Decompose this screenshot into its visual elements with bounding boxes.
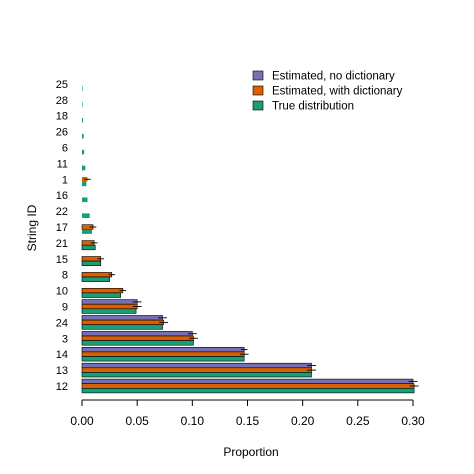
legend-label: True distribution <box>272 101 354 113</box>
bars-layer <box>81 86 415 394</box>
y-tick-label: 12 <box>56 381 68 393</box>
bar-true-distribution-id-16 <box>82 197 88 203</box>
x-tick-label: 0.05 <box>125 414 149 428</box>
x-tick-label: 0.15 <box>236 414 260 428</box>
y-tick-label: 14 <box>56 349 68 361</box>
bar-true-distribution-id-13 <box>81 372 312 378</box>
y-tick-label: 10 <box>56 286 68 298</box>
bar-true-distribution-id-22 <box>82 213 90 218</box>
bar-true-distribution-id-18 <box>82 118 84 123</box>
bar-true-distribution-id-21 <box>81 244 96 251</box>
x-tick-label: 0.20 <box>291 414 315 428</box>
y-axis-label: String ID <box>25 204 39 251</box>
bar-estimated-no-dictionary-id-13 <box>81 362 312 369</box>
bar-true-distribution-id-26 <box>82 133 84 139</box>
bar-estimated-with-dictionary-id-3 <box>81 335 194 341</box>
bar-estimated-with-dictionary-id-14 <box>81 351 245 357</box>
bar-estimated-with-dictionary-id-13 <box>81 367 312 373</box>
bar-estimated-with-dictionary-id-24 <box>81 319 164 326</box>
y-tick-label: 16 <box>56 190 68 202</box>
bar-true-distribution-id-8 <box>81 276 110 282</box>
bar-true-distribution-id-11 <box>82 165 86 171</box>
y-tick-label: 3 <box>62 333 68 345</box>
bar-estimated-with-dictionary-id-12 <box>81 383 415 389</box>
legend-swatch <box>252 85 264 96</box>
bar-true-distribution-id-9 <box>81 308 137 314</box>
bar-estimated-with-dictionary-id-8 <box>81 272 113 278</box>
y-tick-label: 18 <box>56 111 68 123</box>
bar-estimated-no-dictionary-id-24 <box>81 315 163 321</box>
x-tick-label: 0.30 <box>401 414 425 428</box>
bar-estimated-with-dictionary-id-10 <box>81 287 124 294</box>
y-tick-label: 24 <box>56 317 68 329</box>
legend-swatch <box>252 70 264 81</box>
x-axis: 0.00 0.05 0.10 0.15 0.20 0.25 0.30 <box>70 399 425 428</box>
bar-estimated-no-dictionary-id-12 <box>81 378 414 385</box>
x-tick-label: 0.25 <box>346 414 370 428</box>
bar-true-distribution-id-1 <box>82 181 87 187</box>
y-tick-label: 28 <box>56 95 68 107</box>
y-tick-label: 25 <box>56 79 68 91</box>
bar-estimated-no-dictionary-id-14 <box>81 346 245 353</box>
bar-estimated-with-dictionary-id-9 <box>81 303 138 310</box>
bar-estimated-no-dictionary-id-9 <box>81 299 138 305</box>
y-tick-label: 22 <box>56 206 68 218</box>
y-tick-label: 13 <box>56 365 68 377</box>
x-tick-label: 0.10 <box>181 414 205 428</box>
bar-true-distribution-id-15 <box>81 260 102 267</box>
error-bars-layer <box>84 178 419 387</box>
bar-true-distribution-id-14 <box>81 356 245 362</box>
x-axis-label: Proportion <box>223 445 278 459</box>
bar-true-distribution-id-12 <box>81 387 415 394</box>
legend: Estimated, no dictionary Estimated, with … <box>252 70 403 113</box>
legend-swatch <box>252 100 264 111</box>
y-tick-label: 11 <box>57 158 68 170</box>
bar-true-distribution-id-10 <box>81 292 121 298</box>
bar-estimated-no-dictionary-id-3 <box>81 331 193 337</box>
y-tick-label: 26 <box>56 127 68 139</box>
y-tick-label: 15 <box>56 254 68 266</box>
y-tick-label: 21 <box>56 238 68 250</box>
bar-true-distribution-id-17 <box>82 229 92 234</box>
y-tick-label: 1 <box>62 174 68 186</box>
x-tick-label: 0.00 <box>70 414 94 428</box>
legend-label: Estimated, no dictionary <box>272 71 395 83</box>
legend-label: Estimated, with dictionary <box>272 86 403 98</box>
y-tick-label: 17 <box>56 222 68 234</box>
bar-true-distribution-id-25 <box>82 86 83 91</box>
bar-true-distribution-id-6 <box>82 149 85 155</box>
bar-true-distribution-id-28 <box>82 102 83 107</box>
bar-true-distribution-id-3 <box>81 340 194 346</box>
bar-true-distribution-id-24 <box>81 324 163 330</box>
y-tick-label: 8 <box>62 270 68 282</box>
y-tick-label: 9 <box>62 302 68 314</box>
y-tick-label: 6 <box>62 143 68 155</box>
